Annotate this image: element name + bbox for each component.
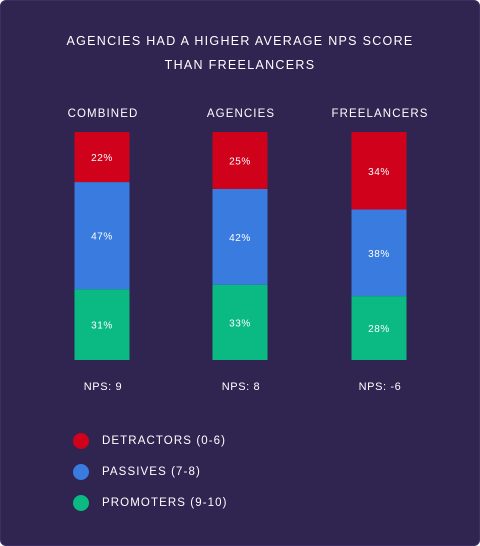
- data-label: 47%: [91, 232, 113, 243]
- legend-swatch-icon: [73, 494, 89, 511]
- nps-score-label: NPS: 9: [84, 381, 122, 393]
- stacked-bar-chart: COMBINED 22% 47% 31% NPS: 9 AGENCIES 25% 42% 33%…: [68, 108, 428, 393]
- data-label: 42%: [229, 233, 251, 244]
- category-label: COMBINED: [68, 108, 139, 120]
- legend-item: PASSIVES (7-8): [73, 456, 228, 487]
- nps-score-label: NPS: 8: [222, 381, 260, 393]
- data-label: 33%: [229, 318, 251, 329]
- bar-group-combined: COMBINED 22% 47% 31% NPS: 9: [68, 108, 139, 393]
- bar-segment-passives: [212, 189, 268, 285]
- legend-swatch-icon: [73, 432, 89, 449]
- bar-group-freelancers: FREELANCERS 34% 38% 28% NPS: -6: [331, 108, 428, 393]
- chart-legend: DETRACTORS (0-6) PASSIVES (7-8) PROMOTERS …: [73, 425, 228, 518]
- legend-label: PROMOTERS (9-10): [102, 496, 228, 509]
- data-label: 25%: [229, 157, 251, 168]
- bar-segment-detractors: [74, 132, 130, 183]
- data-label: 31%: [91, 321, 113, 332]
- nps-score-label: NPS: -6: [359, 381, 402, 393]
- bar-group-agencies: AGENCIES 25% 42% 33% NPS: 8: [207, 108, 275, 393]
- category-label: FREELANCERS: [331, 108, 428, 120]
- bar-segment-detractors: [351, 132, 407, 210]
- legend-swatch-icon: [73, 463, 89, 480]
- bar-segment-promoters: [212, 284, 268, 360]
- data-label: 38%: [368, 249, 390, 260]
- legend-item: DETRACTORS (0-6): [73, 425, 228, 456]
- legend-label: DETRACTORS (0-6): [102, 434, 227, 447]
- legend-label: PASSIVES (7-8): [102, 465, 201, 478]
- data-label: 28%: [368, 324, 390, 335]
- chart-title-line-1: AGENCIES HAD A HIGHER AVERAGE NPS SCORE: [66, 34, 414, 48]
- chart-title-line-2: THAN FREELANCERS: [164, 58, 316, 72]
- bar-segment-promoters: [74, 289, 130, 360]
- data-label: 34%: [368, 167, 390, 178]
- bar-segment-detractors: [212, 132, 268, 189]
- data-label: 22%: [91, 153, 113, 164]
- legend-item: PROMOTERS (9-10): [73, 487, 228, 518]
- category-label: AGENCIES: [207, 108, 275, 120]
- chart-title: AGENCIES HAD A HIGHER AVERAGE NPS SCORE …: [1, 29, 479, 77]
- bar-segment-passives: [74, 182, 130, 290]
- bar-segment-passives: [351, 209, 407, 297]
- bar-segment-promoters: [351, 296, 407, 360]
